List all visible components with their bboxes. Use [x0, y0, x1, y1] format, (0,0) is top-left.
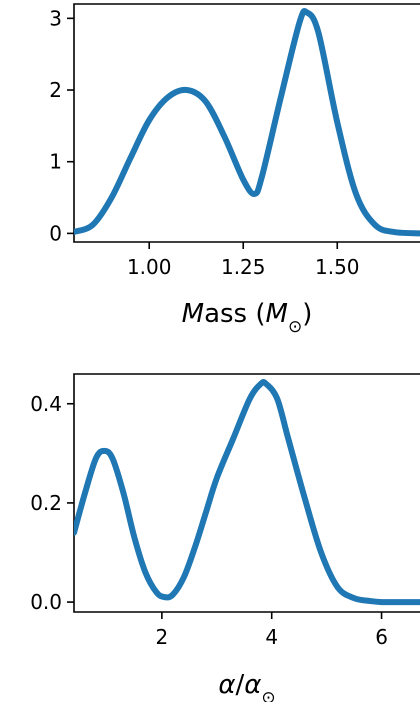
axes-frame — [73, 3, 420, 243]
series-line-0 — [74, 379, 420, 606]
alpha-distribution-chart: 2 4 6 0.0 0.2 0.4 α/α⊙ — [30, 373, 420, 702]
x-tick-label: 4 — [265, 625, 278, 649]
x-tick-label: 6 — [375, 625, 388, 649]
x-tick-label: 1.00 — [127, 255, 172, 279]
x-tick-label: 1.50 — [315, 255, 360, 279]
y-tick-label: 0.4 — [30, 392, 62, 416]
y-tick-label: 0.0 — [30, 590, 62, 614]
x-tick-label: 1.25 — [221, 255, 266, 279]
x-axis-label: α/α⊙ — [218, 670, 275, 702]
y-tick-label: 0 — [49, 221, 62, 245]
y-tick-label: 0.2 — [30, 491, 62, 515]
mass-distribution-chart: 1.00 1.25 1.50 0 1 2 3 Mass (M⊙) — [49, 3, 420, 337]
axes-frame — [73, 373, 420, 613]
y-tick-label: 2 — [49, 78, 62, 102]
x-axis-label: Mass (M⊙) — [182, 299, 313, 337]
series-line-0 — [74, 8, 420, 237]
x-tick-label: 2 — [156, 625, 169, 649]
y-tick-label: 1 — [49, 150, 62, 174]
y-tick-label: 3 — [49, 6, 62, 30]
